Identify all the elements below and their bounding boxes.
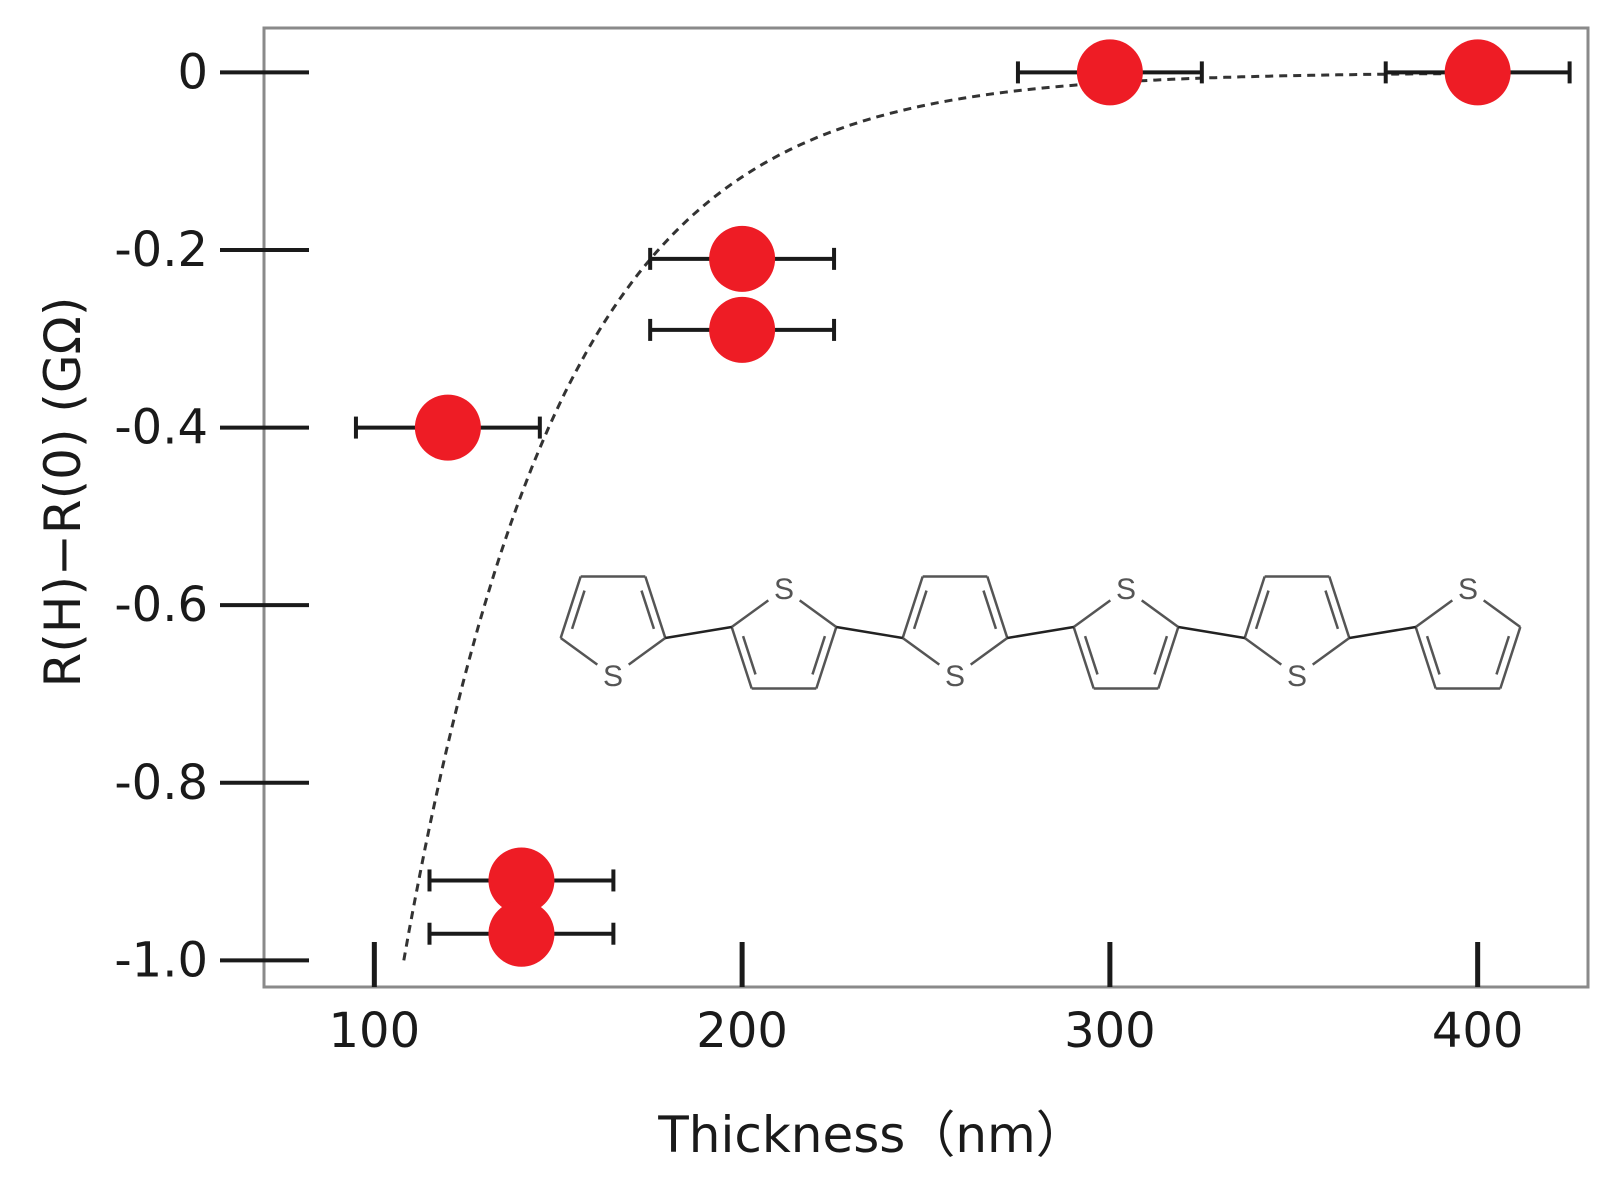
bond bbox=[1243, 636, 1283, 666]
bond bbox=[1311, 636, 1351, 666]
bond bbox=[1243, 576, 1266, 639]
x-tick-label: 200 bbox=[696, 1003, 788, 1059]
data-point bbox=[488, 900, 555, 967]
double-bond bbox=[1425, 635, 1441, 675]
data-point bbox=[488, 847, 555, 914]
data-point bbox=[709, 225, 776, 292]
x-tick-label: 100 bbox=[329, 1003, 421, 1059]
bond bbox=[901, 636, 941, 666]
bond bbox=[1499, 626, 1522, 689]
ring-link-bond bbox=[1349, 625, 1416, 640]
y-tick-label: -0.6 bbox=[114, 577, 208, 633]
thiophene-ring: S bbox=[559, 575, 667, 693]
bond bbox=[798, 599, 838, 629]
double-bond bbox=[570, 590, 586, 630]
y-axis-title: R(H)−R(0) (GΩ) bbox=[34, 297, 92, 688]
sulfur-atom-label: S bbox=[603, 660, 623, 693]
bond bbox=[1157, 626, 1180, 689]
double-bond bbox=[912, 590, 928, 630]
data-point bbox=[414, 394, 481, 461]
x-tick-label: 300 bbox=[1064, 1003, 1156, 1059]
sulfur-atom-label: S bbox=[1458, 573, 1478, 606]
ring-link-bond bbox=[836, 625, 903, 640]
sulfur-atom-label: S bbox=[774, 573, 794, 606]
bond bbox=[644, 576, 667, 639]
double-bond bbox=[741, 635, 757, 675]
double-bond bbox=[811, 635, 827, 675]
double-bond bbox=[1083, 635, 1099, 675]
x-axis-title: Thickness（nm） bbox=[657, 1106, 1086, 1164]
axes-layer: 0 -0.2 -0.4 -0.6 -0.8 -1.0 100 200 300 400 bbox=[114, 26, 1590, 1059]
bond bbox=[901, 576, 924, 639]
bond bbox=[986, 576, 1009, 639]
data-point bbox=[1444, 39, 1511, 106]
molecule-inset: S S S S S S bbox=[559, 573, 1522, 693]
bond bbox=[1414, 599, 1454, 629]
data-point bbox=[709, 296, 776, 363]
double-bond bbox=[640, 590, 656, 630]
double-bond bbox=[1254, 590, 1270, 630]
double-bond bbox=[1495, 635, 1511, 675]
bond bbox=[730, 599, 770, 629]
bond bbox=[730, 626, 753, 689]
y-tick-label: 0 bbox=[177, 44, 208, 100]
ring-link-bond bbox=[665, 625, 732, 640]
bond bbox=[1414, 626, 1437, 689]
sulfur-atom-label: S bbox=[1287, 660, 1307, 693]
bond bbox=[1140, 599, 1180, 629]
y-tick-label: -0.4 bbox=[114, 400, 208, 456]
ring-link-bond bbox=[1178, 625, 1245, 640]
bond bbox=[969, 636, 1009, 666]
y-tick-label: -0.2 bbox=[114, 222, 208, 278]
ring-link-bond bbox=[1007, 625, 1074, 640]
double-bond bbox=[1153, 635, 1169, 675]
plot-frame bbox=[262, 26, 1590, 989]
bond bbox=[559, 636, 599, 666]
bond bbox=[559, 576, 582, 639]
fit-curve-layer bbox=[402, 71, 1478, 961]
thiophene-ring: S bbox=[901, 575, 1009, 693]
data-point bbox=[1076, 39, 1143, 106]
sulfur-atom-label: S bbox=[1116, 573, 1136, 606]
sulfur-atom-label: S bbox=[945, 660, 965, 693]
bond bbox=[1072, 626, 1095, 689]
double-bond bbox=[1324, 590, 1340, 630]
bond bbox=[1482, 599, 1522, 629]
bond bbox=[815, 626, 838, 689]
y-tick-label: -1.0 bbox=[114, 932, 208, 988]
data-layer bbox=[353, 39, 1572, 967]
bond bbox=[627, 636, 667, 666]
thiophene-ring: S bbox=[1414, 573, 1522, 690]
fit-curve bbox=[402, 71, 1478, 961]
double-bond bbox=[982, 590, 998, 630]
thiophene-ring: S bbox=[730, 573, 838, 690]
y-tick-label: -0.8 bbox=[114, 755, 208, 811]
x-tick-label: 400 bbox=[1432, 1003, 1524, 1059]
bond bbox=[1072, 599, 1112, 629]
thiophene-ring: S bbox=[1072, 573, 1180, 690]
bond bbox=[1328, 576, 1351, 639]
thiophene-ring: S bbox=[1243, 575, 1351, 693]
